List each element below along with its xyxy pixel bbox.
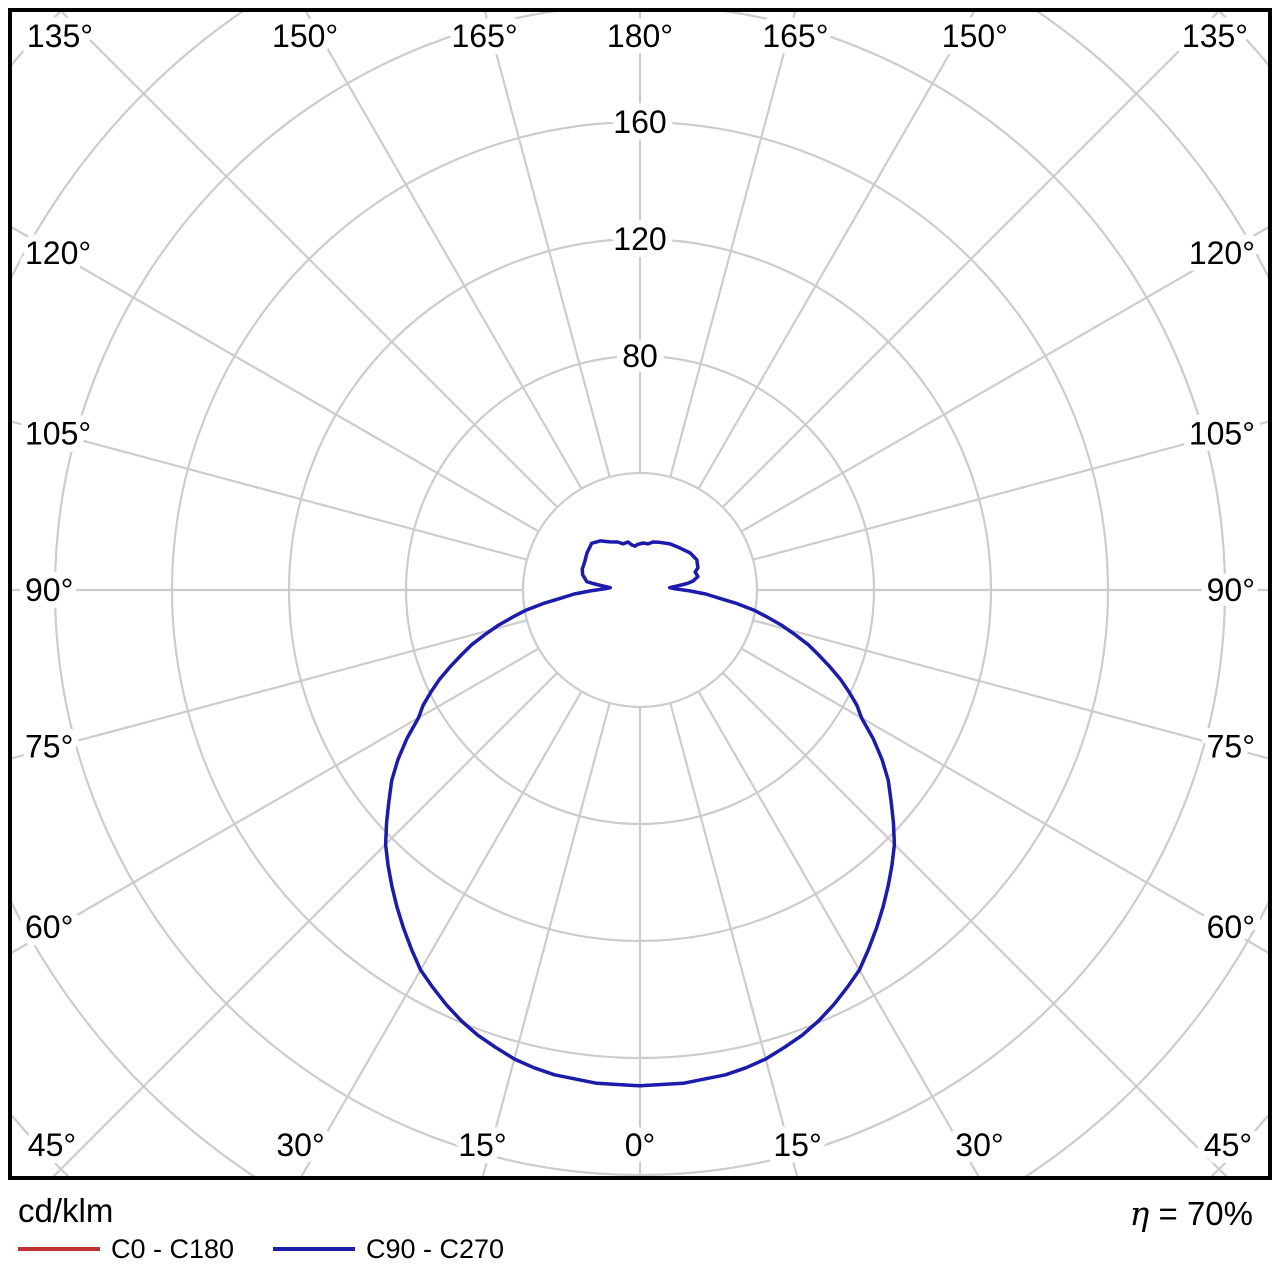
radius-label: 120 <box>613 221 666 257</box>
grid-spoke <box>305 12 583 490</box>
grid-spoke <box>721 12 1220 509</box>
angle-label: 150° <box>272 18 338 54</box>
angle-label: 30° <box>276 1127 324 1163</box>
angle-label: 15° <box>458 1127 506 1163</box>
angle-label: 120° <box>1189 235 1255 271</box>
grid-spoke <box>12 226 540 533</box>
grid-spoke <box>52 671 559 1176</box>
angle-label: 90° <box>1207 572 1255 608</box>
labels: 80 120 160 165° 150° 135° 120° 105° 90° 75° 60° 45°… <box>18 11 1262 1170</box>
angle-label: 45° <box>28 1127 76 1163</box>
c90-c270-curve <box>383 539 897 1088</box>
angle-label: 90° <box>25 572 73 608</box>
radius-label: 80 <box>622 338 658 374</box>
angle-label: 150° <box>942 18 1008 54</box>
chart-frame <box>8 8 1272 1180</box>
angle-label: 75° <box>25 728 73 764</box>
grid-spoke <box>669 702 799 1176</box>
angle-label: 135° <box>1182 18 1248 54</box>
efficiency-value: = 70% <box>1158 1195 1254 1232</box>
grid-spoke <box>12 647 540 954</box>
grid-spoke <box>752 619 1268 760</box>
angle-label: 60° <box>25 909 73 945</box>
legend-label-c0-c180: C0 - C180 <box>111 1233 235 1264</box>
grid-spoke <box>12 619 528 760</box>
angle-label: 120° <box>25 235 91 271</box>
grid-spoke <box>697 690 980 1176</box>
units-label: cd/klm <box>18 1192 114 1229</box>
legend-item-c0-c180: C0 - C180 <box>18 1233 235 1264</box>
legend-label-c90-c270: C90 - C270 <box>366 1233 505 1264</box>
eta-symbol: η <box>1129 1194 1150 1233</box>
curves <box>383 539 897 1088</box>
grid-spoke <box>481 702 611 1176</box>
angle-label: 165° <box>451 18 517 54</box>
legend-line-blue <box>273 1247 355 1251</box>
angle-label: 75° <box>1207 728 1255 764</box>
efficiency-label: η = 70% <box>1130 1194 1253 1233</box>
grid-spoke <box>483 12 611 478</box>
radius-label: 160 <box>613 104 666 140</box>
grid-spoke <box>740 226 1268 533</box>
angle-label: 105° <box>1189 416 1255 452</box>
grid-spoke <box>60 12 559 509</box>
angle-label: 30° <box>955 1127 1003 1163</box>
grid-spoke <box>300 690 583 1176</box>
grid-spoke <box>721 671 1228 1176</box>
grid-spoke <box>740 647 1268 954</box>
angle-label: 105° <box>25 416 91 452</box>
legend-item-c90-c270: C90 - C270 <box>273 1233 505 1264</box>
angle-label: 60° <box>1207 909 1255 945</box>
legend-line-red <box>18 1247 100 1251</box>
angle-label: 0° <box>625 1127 656 1163</box>
grid-spoke <box>669 12 797 478</box>
angle-label: 135° <box>27 18 93 54</box>
angle-label: 45° <box>1204 1127 1252 1163</box>
grid-spoke <box>697 12 975 490</box>
angle-label: 15° <box>773 1127 821 1163</box>
grid-ring <box>521 471 759 709</box>
grid-spoke <box>12 420 528 561</box>
grid-spoke <box>752 420 1268 561</box>
angle-label: 165° <box>762 18 828 54</box>
angle-label: 180° <box>607 18 673 54</box>
